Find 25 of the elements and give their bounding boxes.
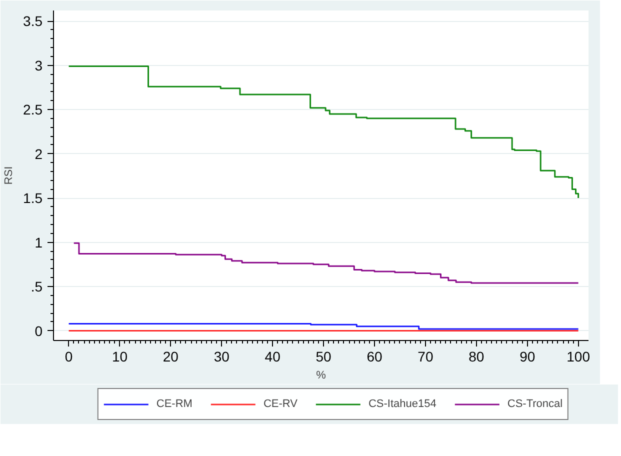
- x-tick-label: 10: [112, 348, 128, 364]
- y-tick-label: 2: [34, 146, 43, 162]
- x-tick-label: 20: [162, 348, 179, 364]
- y-tick-label: 1: [34, 234, 43, 250]
- legend-label: CE-RM: [156, 398, 192, 410]
- legend-label: CS-Troncal: [507, 398, 563, 410]
- x-axis-title: %: [316, 370, 326, 382]
- x-tick-label: 0: [64, 348, 73, 364]
- x-tick-label: 30: [214, 348, 230, 364]
- x-tick-label: 40: [264, 348, 281, 364]
- y-axis-title: RSI: [3, 166, 16, 185]
- x-tick-label: 70: [418, 348, 434, 364]
- x-tick-label: 80: [468, 348, 484, 364]
- y-tick-label: 1.5: [23, 190, 43, 206]
- x-tick-label: 100: [566, 348, 590, 364]
- y-tick-label: 0: [34, 322, 43, 339]
- x-tick-label: 60: [366, 348, 382, 364]
- y-tick-label: 2.5: [23, 102, 43, 118]
- y-tick-label: .5: [30, 278, 43, 295]
- x-tick-label: 50: [316, 348, 332, 364]
- y-tick-label: 3: [34, 57, 43, 74]
- y-tick-label: 3.5: [23, 13, 43, 30]
- legend-label: CS-Itahue154: [368, 398, 436, 410]
- legend-label: CE-RV: [263, 398, 298, 410]
- x-tick-label: 90: [520, 348, 536, 364]
